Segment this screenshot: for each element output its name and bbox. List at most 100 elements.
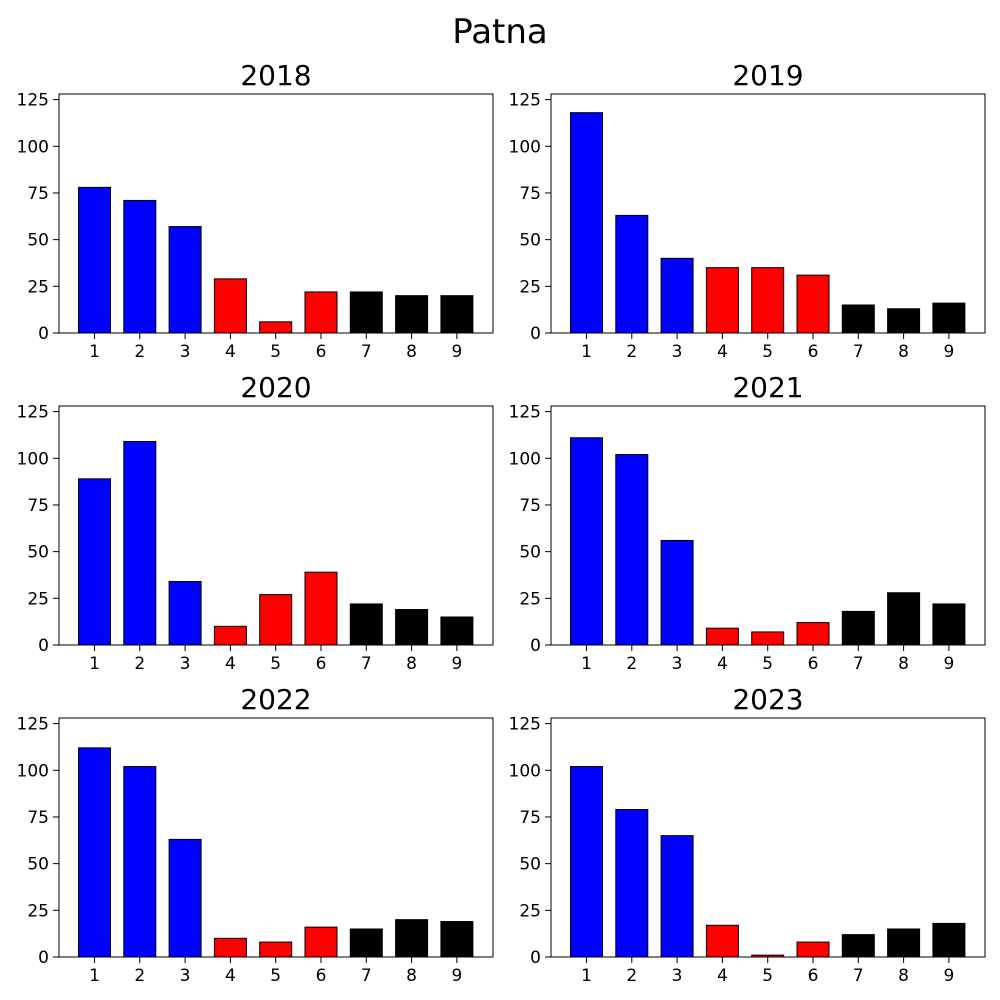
plot-frame [550, 717, 986, 958]
y-tick-label: 125 [509, 403, 541, 423]
x-tick-label: 4 [225, 342, 236, 362]
y-tick-label: 0 [530, 636, 541, 656]
bar [349, 291, 383, 334]
x-tick-label: 5 [762, 654, 773, 674]
bar [349, 928, 383, 958]
bar [259, 941, 293, 958]
y-tick-label: 50 [519, 543, 541, 563]
bar [751, 267, 785, 334]
bar [615, 808, 649, 958]
y-tick-label: 75 [27, 184, 49, 204]
bar [395, 609, 429, 646]
x-tick-label: 4 [717, 654, 728, 674]
x-tick-label: 5 [270, 966, 281, 986]
x-tick-label: 8 [406, 654, 417, 674]
bar [660, 257, 694, 334]
y-tick-label: 25 [27, 901, 49, 921]
y-tick-label: 50 [27, 855, 49, 875]
bar [570, 437, 603, 646]
x-tick-label: 7 [361, 654, 372, 674]
x-tick-label: 2 [626, 654, 637, 674]
chart-panel-2018: 2018 0 25 50 75 100 125 1 2 3 4 5 6 7 8 9 [17, 59, 494, 362]
y-tick-label: 125 [17, 403, 49, 423]
bar [304, 291, 338, 334]
y-tick-label: 100 [17, 137, 49, 157]
bar [932, 603, 966, 646]
x-tick-label: 4 [717, 342, 728, 362]
bar [304, 571, 338, 646]
bar [213, 278, 247, 334]
x-tick-label: 7 [361, 342, 372, 362]
bar [887, 308, 921, 334]
bar [705, 924, 739, 958]
plot-frame [550, 93, 986, 334]
x-tick-label: 8 [406, 342, 417, 362]
y-tick-label: 125 [509, 91, 541, 111]
bar [168, 838, 202, 958]
y-tick-label: 125 [17, 91, 49, 111]
y-tick-label: 25 [27, 589, 49, 609]
y-tick-label: 25 [519, 901, 541, 921]
bar [841, 610, 875, 646]
bar [78, 478, 111, 646]
chart-panel-2023: 2023 0 25 50 75 100 125 1 2 3 4 5 6 7 8 9 [509, 683, 986, 986]
bar [349, 603, 383, 646]
bar [570, 112, 603, 334]
y-tick-label: 0 [38, 948, 49, 968]
chart-panel-2021: 2021 0 25 50 75 100 125 1 2 3 4 5 6 7 8 9 [509, 371, 986, 674]
x-tick-label: 1 [581, 654, 592, 674]
bar [213, 937, 247, 958]
x-tick-label: 9 [943, 966, 954, 986]
bar [123, 766, 157, 958]
bar [615, 454, 649, 646]
x-tick-label: 5 [762, 966, 773, 986]
bar [78, 186, 111, 334]
x-tick-label: 6 [808, 342, 819, 362]
x-tick-label: 2 [134, 342, 145, 362]
y-tick-label: 100 [509, 761, 541, 781]
y-tick-label: 100 [17, 761, 49, 781]
x-tick-label: 3 [180, 654, 191, 674]
bar [168, 226, 202, 334]
chart-panel-2020: 2020 0 25 50 75 100 125 1 2 3 4 5 6 7 8 9 [17, 371, 494, 674]
bar [887, 928, 921, 958]
x-tick-label: 3 [672, 966, 683, 986]
bar [304, 926, 338, 958]
bar [123, 440, 157, 646]
x-tick-label: 1 [581, 342, 592, 362]
y-tick-label: 50 [27, 231, 49, 251]
bar [932, 302, 966, 334]
bar [395, 919, 429, 958]
chart-panel-2019: 2019 0 25 50 75 100 125 1 2 3 4 5 6 7 8 9 [509, 59, 986, 362]
plot-frame [58, 405, 494, 646]
bar [660, 835, 694, 958]
bar [932, 922, 966, 958]
plot-frame [58, 93, 494, 334]
y-tick-label: 75 [519, 808, 541, 828]
x-tick-label: 7 [853, 342, 864, 362]
y-tick-label: 100 [509, 137, 541, 157]
y-tick-label: 25 [27, 277, 49, 297]
x-tick-label: 8 [898, 966, 909, 986]
bar [796, 622, 830, 646]
plot-frame [550, 405, 986, 646]
y-tick-label: 50 [519, 231, 541, 251]
y-tick-label: 0 [38, 324, 49, 344]
bar [660, 539, 694, 646]
bar [395, 295, 429, 334]
x-tick-label: 1 [581, 966, 592, 986]
y-tick-label: 50 [27, 543, 49, 563]
panel-title: 2020 [240, 371, 311, 404]
x-tick-label: 9 [943, 654, 954, 674]
x-tick-label: 1 [89, 342, 100, 362]
panel-title: 2022 [240, 683, 311, 716]
x-tick-label: 2 [134, 654, 145, 674]
y-tick-label: 75 [27, 808, 49, 828]
x-tick-label: 6 [808, 654, 819, 674]
panel-title: 2023 [732, 683, 803, 716]
x-tick-label: 2 [626, 966, 637, 986]
x-tick-label: 3 [672, 342, 683, 362]
y-tick-label: 25 [519, 277, 541, 297]
